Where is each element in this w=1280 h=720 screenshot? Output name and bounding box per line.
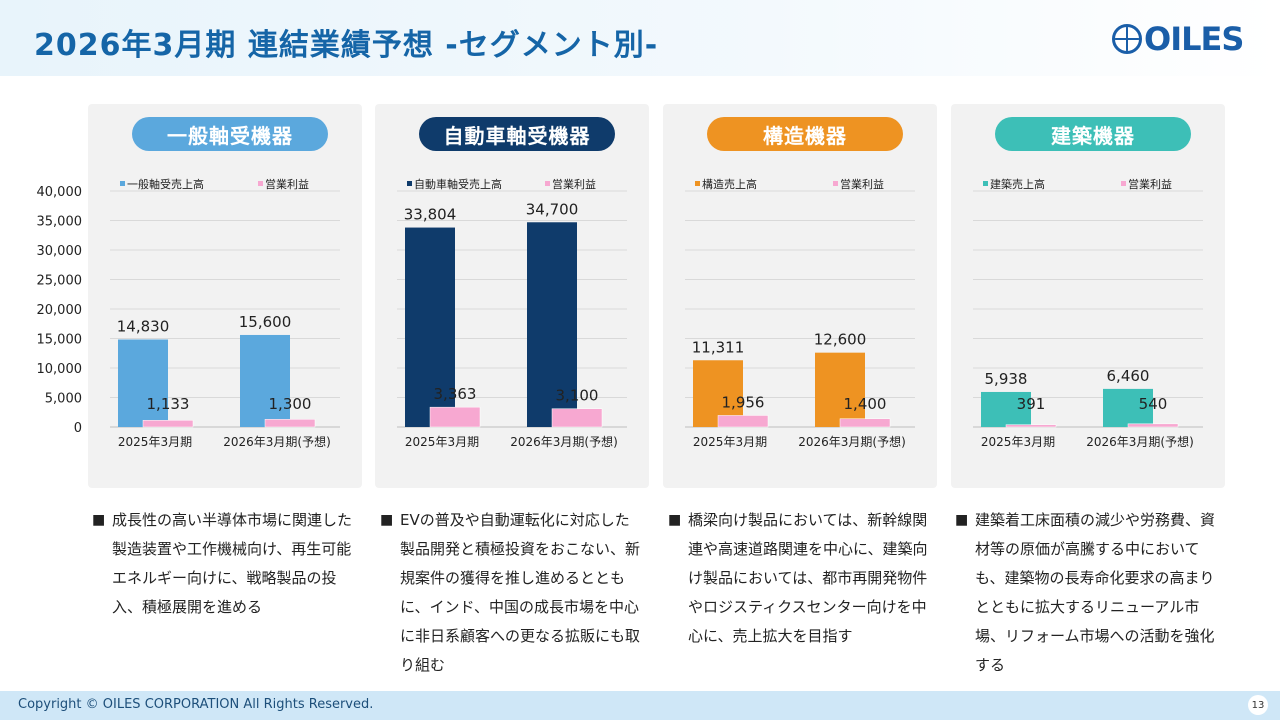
bar-sales <box>1103 388 1153 427</box>
bar-profit <box>142 420 194 428</box>
legend-label: 営業利益 <box>552 177 596 191</box>
bar-sales <box>527 222 577 427</box>
page-title: 2026年3月期 連結業績予想 -セグメント別- <box>34 28 659 63</box>
legend-swatch <box>1121 181 1126 186</box>
segment-title-auto: 自動車軸受機器 <box>419 117 615 151</box>
y-tick-label: 0 <box>74 421 82 436</box>
data-label-sales: 14,830 <box>117 318 170 336</box>
description-text: 建築着工床面積の減少や労務費、資材等の原価が高騰する中においても、建築物の長寿命… <box>975 511 1216 674</box>
legend-label: 建築売上高 <box>990 177 1045 191</box>
legend-label: 構造売上高 <box>702 177 757 191</box>
bar-profit <box>839 418 891 428</box>
bar-profit <box>1005 424 1057 428</box>
description-general: ■ 成長性の高い半導体市場に関連した製造装置や工作機械向け、再生可能エネルギー向… <box>92 506 354 622</box>
bullet-icon: ■ <box>92 512 106 528</box>
company-logo: OILES <box>1112 20 1244 58</box>
legend-label: 自動車軸受売上高 <box>414 177 502 191</box>
x-category-label: 2025年3月期 <box>981 435 1055 449</box>
legend-swatch <box>407 181 412 186</box>
data-label-sales: 6,460 <box>1107 367 1150 385</box>
legend-swatch <box>833 181 838 186</box>
legend-label: 営業利益 <box>265 177 309 191</box>
x-category-label: 2025年3月期 <box>693 435 767 449</box>
y-tick-label: 25,000 <box>37 274 83 289</box>
data-label-profit: 1,956 <box>722 393 765 411</box>
y-tick-label: 15,000 <box>37 333 83 348</box>
data-label-profit: 391 <box>1017 395 1046 413</box>
legend-swatch <box>695 181 700 186</box>
globe-icon <box>1112 24 1142 54</box>
legend-swatch <box>545 181 550 186</box>
segment-charts: 40,000 35,000 30,000 25,000 20,000 15,000 10,0… <box>37 177 1203 449</box>
data-label-profit: 3,363 <box>434 385 477 403</box>
bar-profit <box>551 408 603 428</box>
data-label-sales: 5,938 <box>985 370 1028 388</box>
legend-label: 営業利益 <box>840 177 884 191</box>
description-auto: ■ EVの普及や自動運転化に対応した製品開発と積極投資をおこない、新規案件の獲得… <box>380 506 642 680</box>
bar-profit <box>429 406 481 428</box>
data-label-profit: 3,100 <box>556 387 599 405</box>
bar-profit <box>1127 423 1179 428</box>
y-tick-label: 10,000 <box>37 362 83 377</box>
y-tick-label: 40,000 <box>37 185 83 200</box>
x-category-label: 2026年3月期(予想) <box>1086 434 1194 449</box>
bar-profit <box>264 419 316 428</box>
data-label-sales: 11,311 <box>692 338 745 356</box>
bar-sales <box>118 339 168 427</box>
x-category-label: 2026年3月期(予想) <box>223 434 331 449</box>
x-category-label: 2026年3月期(予想) <box>510 434 618 449</box>
legend-swatch <box>983 181 988 186</box>
y-tick-label: 35,000 <box>37 215 83 230</box>
y-tick-label: 20,000 <box>37 303 83 318</box>
data-label-sales: 15,600 <box>239 313 292 331</box>
page-number: 13 <box>1248 695 1268 715</box>
logo-text: OILES <box>1144 20 1244 58</box>
segment-panel-general: 一般軸受機器 <box>88 104 362 488</box>
y-tick-label: 5,000 <box>45 392 82 407</box>
legend-label: 一般軸受売上高 <box>127 177 204 191</box>
footer: Copyright © OILES CORPORATION All Rights… <box>0 691 1280 720</box>
bullet-icon: ■ <box>955 512 969 528</box>
segment-title-construction: 建築機器 <box>995 117 1191 151</box>
header-band: 2026年3月期 連結業績予想 -セグメント別- OILES <box>0 0 1280 76</box>
description-text: 橋梁向け製品においては、新幹線関連や高速道路関連を中心に、建築向け製品においては… <box>688 511 928 645</box>
data-label-profit: 540 <box>1139 395 1168 413</box>
description-construction: ■ 建築着工床面積の減少や労務費、資材等の原価が高騰する中においても、建築物の長… <box>955 506 1217 680</box>
legend-label: 営業利益 <box>1128 177 1172 191</box>
segment-title-structural: 構造機器 <box>707 117 903 151</box>
data-label-sales: 34,700 <box>526 200 579 218</box>
y-tick-label: 30,000 <box>37 244 83 259</box>
description-text: EVの普及や自動運転化に対応した製品開発と積極投資をおこない、新規案件の獲得を推… <box>400 511 641 674</box>
data-label-profit: 1,400 <box>844 395 887 413</box>
data-label-sales: 12,600 <box>814 331 867 349</box>
data-label-profit: 1,300 <box>269 395 312 413</box>
x-category-label: 2025年3月期 <box>405 435 479 449</box>
copyright-text: Copyright © OILES CORPORATION All Rights… <box>18 697 374 712</box>
description-text: 成長性の高い半導体市場に関連した製造装置や工作機械向け、再生可能エネルギー向けに… <box>112 511 353 616</box>
legend-swatch <box>258 181 263 186</box>
bar-sales <box>815 352 865 427</box>
segment-title-general: 一般軸受機器 <box>132 117 328 151</box>
bullet-icon: ■ <box>668 512 682 528</box>
x-category-label: 2025年3月期 <box>118 435 192 449</box>
bullet-icon: ■ <box>380 512 394 528</box>
bar-sales <box>405 227 455 427</box>
legend-swatch <box>120 181 125 186</box>
description-structural: ■ 橋梁向け製品においては、新幹線関連や高速道路関連を中心に、建築向け製品におい… <box>668 506 930 651</box>
data-label-profit: 1,133 <box>147 395 190 413</box>
data-label-sales: 33,804 <box>404 206 457 224</box>
bar-sales <box>981 391 1031 427</box>
bar-sales <box>240 334 290 427</box>
bar-profit <box>717 415 769 428</box>
x-category-label: 2026年3月期(予想) <box>798 434 906 449</box>
